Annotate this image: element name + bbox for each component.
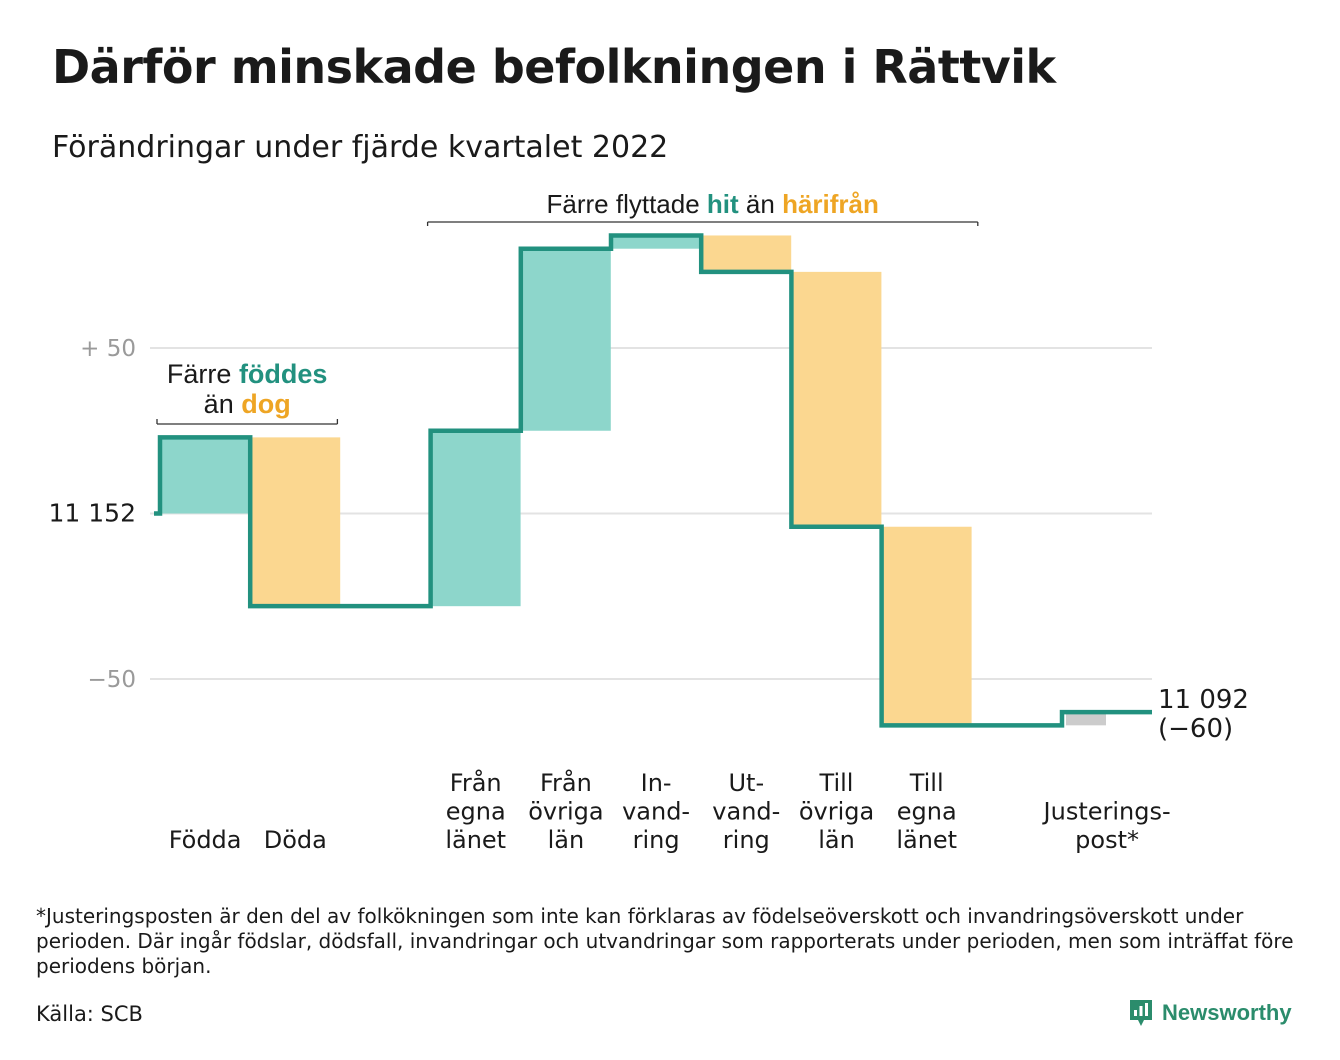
waterfall-bar-outflow xyxy=(791,271,882,527)
x-category-label: övriga xyxy=(528,798,603,826)
x-category-label: Döda xyxy=(264,826,327,854)
waterfall-bar-inflow xyxy=(160,437,250,514)
source-label: Källa: SCB xyxy=(36,1002,143,1026)
x-category-label: län xyxy=(548,826,585,854)
x-category-label: övriga xyxy=(799,798,874,826)
x-category-label: länet xyxy=(445,826,506,854)
x-category-label: Ut- xyxy=(728,769,764,797)
annotation-births-line1: Färre föddes xyxy=(167,359,328,389)
x-category-label: län xyxy=(818,826,855,854)
x-category-label: ring xyxy=(723,826,770,854)
x-category-label: Till xyxy=(819,769,854,797)
x-category-label: länet xyxy=(896,826,957,854)
y-axis-start-value-label: 11 152 xyxy=(49,499,136,528)
brand-logo[interactable]: Newsworthy xyxy=(1128,996,1292,1030)
cumulative-step-line xyxy=(154,233,1152,728)
waterfall-bar-outflow xyxy=(250,437,341,607)
annotation-migration: Färre flyttade hit än härifrån xyxy=(547,189,879,219)
newsworthy-logo-icon xyxy=(1130,1000,1152,1026)
x-category-label: vand- xyxy=(622,798,690,826)
x-category-label: egna xyxy=(446,798,506,826)
waterfall-bar-inflow xyxy=(520,248,611,431)
waterfall-bar-inflow xyxy=(611,235,701,249)
x-category-label: ring xyxy=(633,826,680,854)
x-category-label: Justerings- xyxy=(1042,798,1171,826)
annotation-births-line2: än dog xyxy=(204,389,291,419)
y-tick-label: + 50 xyxy=(80,336,136,362)
x-category-label: egna xyxy=(897,798,957,826)
x-category-label: Från xyxy=(450,768,502,797)
x-category-label: Från xyxy=(540,768,592,797)
brand-name: Newsworthy xyxy=(1162,1000,1292,1025)
waterfall-bar-inflow xyxy=(430,430,521,607)
waterfall-bar-adjustment xyxy=(1066,712,1106,726)
end-change-label: (−60) xyxy=(1158,714,1233,744)
x-category-label: post* xyxy=(1075,826,1139,854)
waterfall-bar-outflow xyxy=(881,526,972,726)
page-title: Därför minskade befolkningen i Rättvik xyxy=(52,40,1056,94)
waterfall-bar-outflow xyxy=(701,235,792,272)
y-tick-label: −50 xyxy=(87,667,136,693)
footnote: *Justeringsposten är den del av folkökni… xyxy=(36,904,1294,978)
x-category-label: Till xyxy=(909,769,944,797)
end-value-label: 11 092 xyxy=(1158,685,1249,715)
x-category-label: vand- xyxy=(712,798,780,826)
page-subtitle: Förändringar under fjärde kvartalet 2022 xyxy=(52,130,669,165)
x-category-label: Födda xyxy=(169,826,242,854)
x-category-label: In- xyxy=(641,769,672,797)
